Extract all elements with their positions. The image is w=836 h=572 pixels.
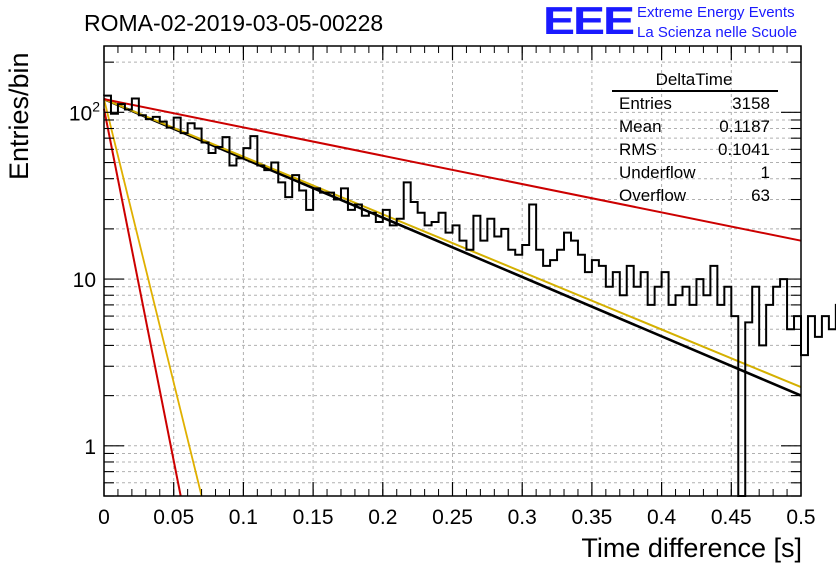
histogram bbox=[103, 94, 836, 497]
x-tick-label: 0.05 bbox=[153, 506, 194, 529]
stat-value-rms: 0.1041 bbox=[718, 140, 770, 159]
x-tick-label: 0.35 bbox=[571, 506, 612, 529]
stat-label-rms: RMS bbox=[619, 140, 657, 159]
histogram-outline bbox=[103, 94, 836, 497]
logo-line-1: Extreme Energy Events bbox=[637, 4, 795, 21]
x-tick-label: 0.1 bbox=[229, 506, 258, 529]
y-axis-label: Entries/bin bbox=[4, 52, 34, 180]
eee-logo: EEE bbox=[543, 0, 635, 43]
x-tick-label: 0.45 bbox=[711, 506, 752, 529]
y-tick-label: 10 bbox=[73, 269, 96, 292]
x-tick-label: 0.5 bbox=[786, 506, 815, 529]
stat-label-overflow: Overflow bbox=[619, 186, 687, 205]
x-tick-label: 0 bbox=[98, 506, 110, 529]
x-tick-label: 0.15 bbox=[293, 506, 334, 529]
grid-lines bbox=[104, 46, 801, 496]
axis-ticks: 0 0.05 0.1 0.15 0.2 0.25 0.3 0.35 0.4 0.45 0.5 1 10 1… bbox=[69, 46, 816, 529]
x-tick-label: 0.25 bbox=[432, 506, 473, 529]
y-tick-label: 1 bbox=[84, 436, 96, 459]
fit-curve-0 bbox=[103, 97, 802, 397]
stat-value-mean: 0.1187 bbox=[719, 117, 770, 136]
chart-title: ROMA-02-2019-03-05-00228 bbox=[84, 10, 384, 36]
x-tick-label: 0.4 bbox=[647, 506, 677, 529]
fit-curve-2 bbox=[103, 98, 203, 497]
stat-value-overflow: 63 bbox=[751, 186, 770, 205]
stat-value-underflow: 1 bbox=[760, 163, 770, 182]
stat-label-entries: Entries bbox=[619, 94, 672, 113]
fit-curve-4 bbox=[103, 108, 182, 497]
statbox-title: DeltaTime bbox=[655, 70, 733, 89]
stat-value-entries: 3158 bbox=[732, 94, 770, 113]
stat-label-mean: Mean bbox=[619, 117, 662, 136]
stat-label-underflow: Underflow bbox=[619, 163, 696, 182]
x-axis-label: Time difference [s] bbox=[581, 533, 802, 563]
logo-line-2: La Scienza nelle Scuole bbox=[637, 24, 798, 41]
y-tick-label: 102 bbox=[69, 98, 100, 125]
x-tick-label: 0.2 bbox=[368, 506, 397, 529]
x-tick-label: 0.3 bbox=[508, 506, 537, 529]
fit-curve-3 bbox=[103, 98, 802, 242]
